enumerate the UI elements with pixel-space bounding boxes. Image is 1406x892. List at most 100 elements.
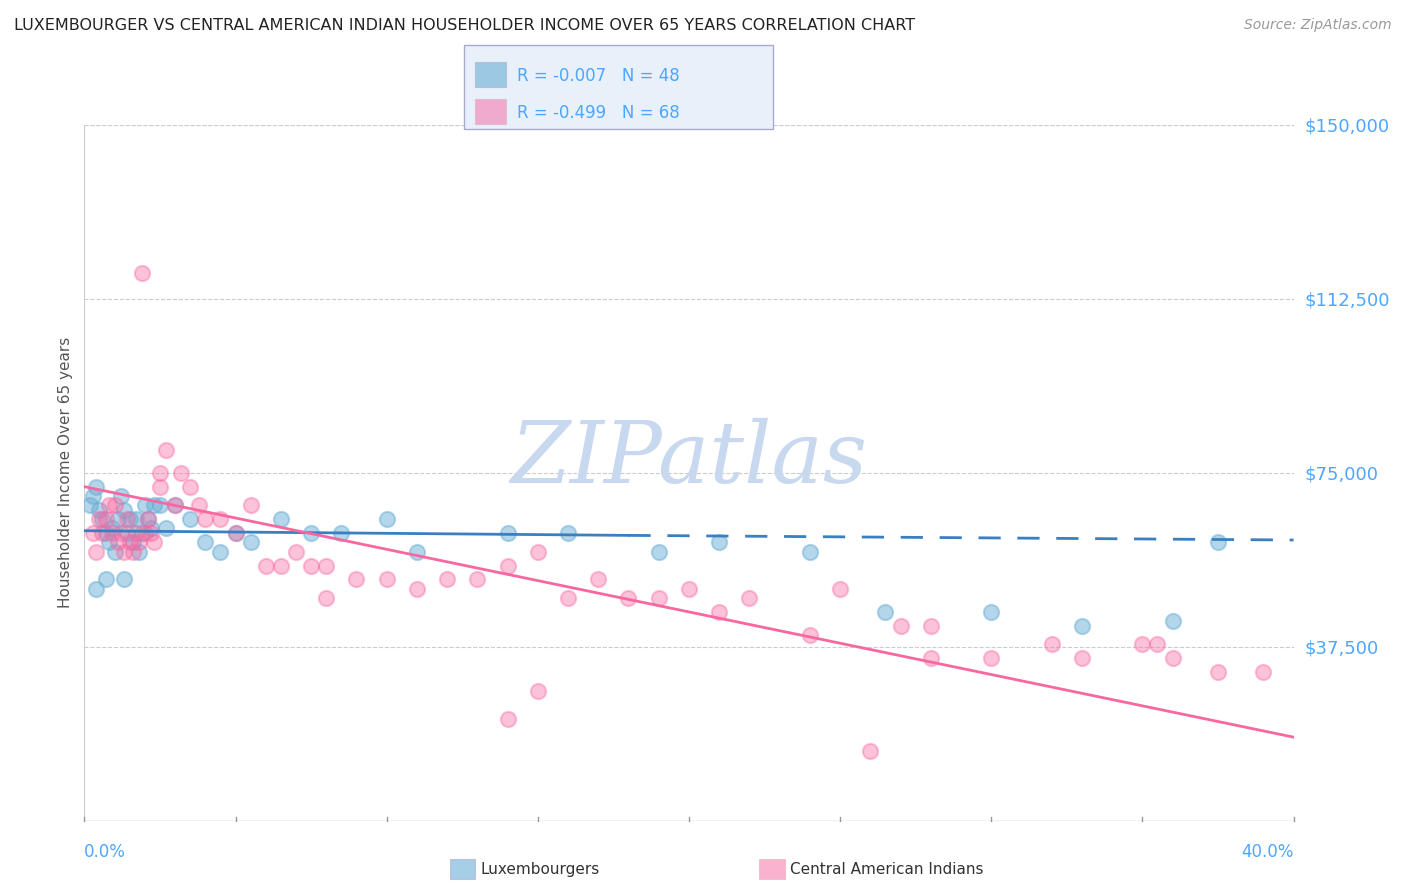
Point [112,573,135,587]
Point [270,558,292,573]
Point [136,512,159,526]
Point [94,573,117,587]
Point [86,480,108,494]
Point [179,512,201,526]
Point [1251,665,1274,680]
Point [678,582,700,596]
Point [142,535,165,549]
Text: Source: ZipAtlas.com: Source: ZipAtlas.com [1244,18,1392,32]
Text: LUXEMBOURGER VS CENTRAL AMERICAN INDIAN HOUSEHOLDER INCOME OVER 65 YEARS CORRELA: LUXEMBOURGER VS CENTRAL AMERICAN INDIAN … [14,18,915,33]
Point [617,591,640,605]
Point [225,526,247,541]
Point [139,521,162,535]
Point [209,512,232,526]
Point [496,526,519,541]
Point [315,558,337,573]
Point [128,544,150,558]
Point [188,498,211,512]
Point [920,651,942,665]
Point [1146,637,1168,651]
Point [254,558,277,573]
Point [1161,651,1184,665]
Point [1161,614,1184,628]
Point [155,521,177,535]
Point [225,526,247,541]
Point [436,573,458,587]
Point [86,582,108,596]
Point [82,526,104,541]
Point [346,573,368,587]
Point [100,526,122,541]
Point [89,503,111,517]
Point [139,526,162,541]
Point [149,498,172,512]
Point [557,591,579,605]
Point [1071,619,1094,633]
Point [179,480,201,494]
Point [1071,651,1094,665]
Point [859,744,882,758]
Point [142,498,165,512]
Point [1040,637,1063,651]
Point [647,591,671,605]
Point [149,480,172,494]
Point [100,521,122,535]
Point [121,544,143,558]
Point [1130,637,1153,651]
Point [890,619,912,633]
Point [118,535,141,549]
Point [209,544,232,558]
Point [284,544,308,558]
Point [270,512,292,526]
Point [588,573,610,587]
Point [527,544,550,558]
Point [91,512,114,526]
Text: Luxembourgers: Luxembourgers [481,863,600,877]
Text: R = -0.007   N = 48: R = -0.007 N = 48 [517,67,681,85]
Point [89,512,111,526]
Point [647,544,671,558]
Text: ZIPatlas: ZIPatlas [510,417,868,500]
Point [496,712,519,726]
Point [110,489,132,503]
Text: 0.0%: 0.0% [84,843,127,861]
Point [299,526,322,541]
Point [239,535,262,549]
Point [375,512,398,526]
Point [330,526,353,541]
Point [125,526,148,541]
Point [128,535,150,549]
Point [136,512,159,526]
Point [91,526,114,541]
Text: 40.0%: 40.0% [1241,843,1294,861]
Point [94,512,117,526]
Point [97,498,120,512]
Point [239,498,262,512]
Point [115,526,138,541]
Point [709,605,731,619]
Point [980,651,1002,665]
Point [496,558,519,573]
Point [406,544,429,558]
Point [1206,665,1229,680]
Text: R = -0.499   N = 68: R = -0.499 N = 68 [517,104,681,122]
Point [155,442,177,457]
Point [709,535,731,549]
Point [799,544,821,558]
Point [1206,535,1229,549]
Point [134,498,156,512]
Point [194,535,217,549]
Point [527,683,550,698]
Point [131,266,153,280]
Point [107,535,129,549]
Point [110,526,132,541]
Point [104,498,127,512]
Point [315,591,337,605]
Point [97,535,120,549]
Point [112,503,135,517]
Point [170,466,193,480]
Point [299,558,322,573]
Point [94,526,117,541]
Point [406,582,429,596]
Point [82,489,104,503]
